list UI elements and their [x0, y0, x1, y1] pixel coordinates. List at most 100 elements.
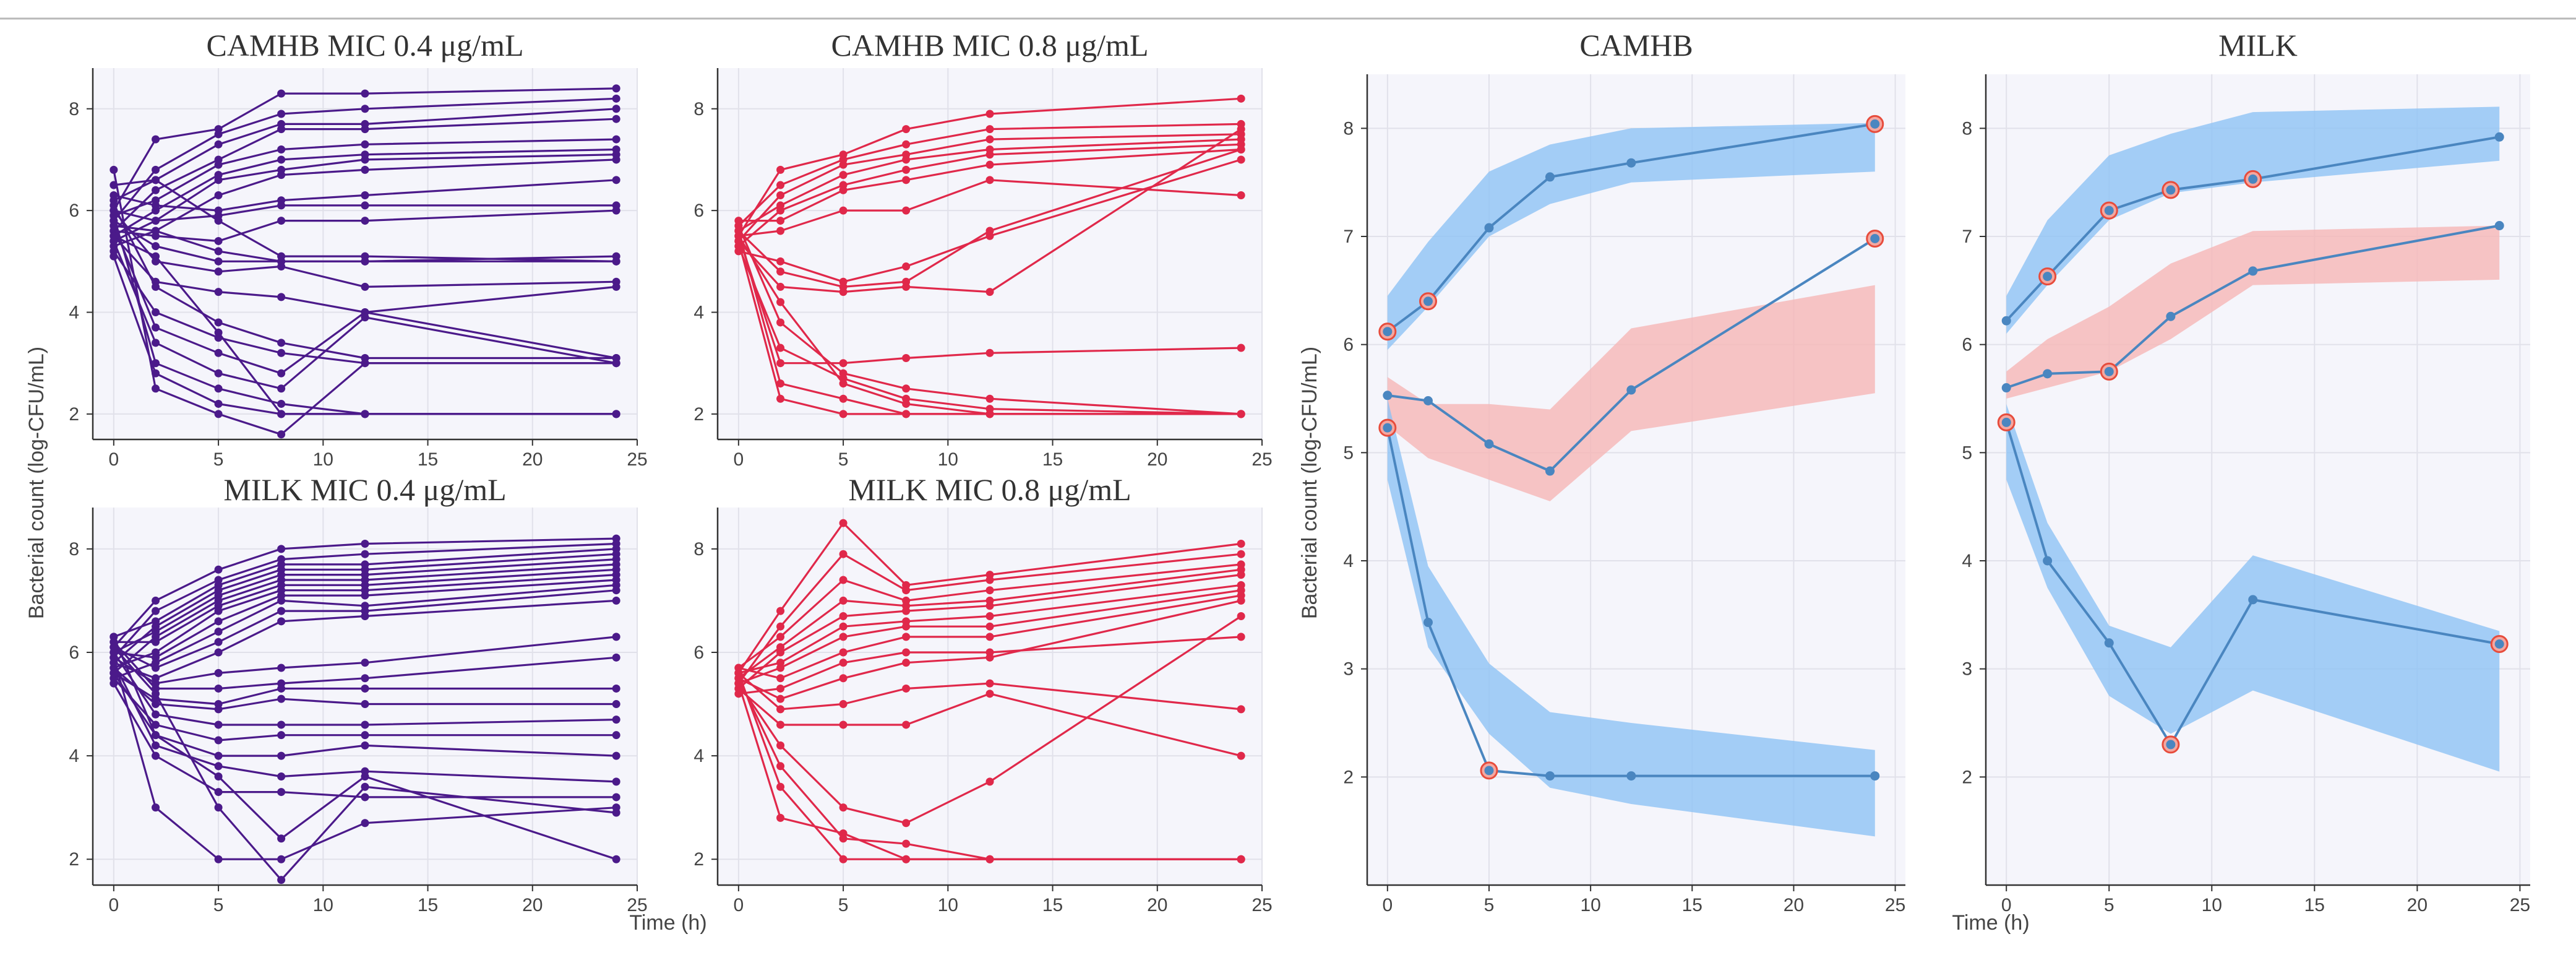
data-point [839, 410, 848, 418]
data-point [985, 777, 994, 786]
data-point [776, 720, 785, 729]
series-line [737, 235, 1242, 415]
data-point [152, 339, 160, 347]
series-line [737, 574, 1242, 690]
data-point [214, 751, 223, 760]
data-point [2494, 221, 2504, 231]
data-point [214, 762, 223, 771]
series-line [113, 657, 617, 860]
data-point [839, 596, 848, 605]
data-point [1237, 596, 1245, 605]
data-point [776, 359, 785, 368]
series-line [738, 584, 1242, 674]
data-point [152, 720, 160, 729]
data-point [776, 257, 785, 266]
chart-title: CAMHB MIC 0.8 μg/mL [831, 28, 1149, 63]
data-point [361, 772, 369, 781]
data-point [985, 586, 994, 595]
data-point [1237, 410, 1245, 418]
data-point [277, 855, 286, 863]
data-point [902, 607, 911, 615]
series-line [738, 636, 1242, 695]
data-point [839, 700, 848, 709]
series-line [113, 230, 617, 262]
data-point [612, 410, 620, 418]
series-r13 [734, 612, 1245, 828]
data-point [776, 318, 785, 327]
data-point [277, 348, 286, 357]
x-tick-label: 0 [734, 895, 744, 915]
data-point [214, 130, 223, 139]
data-point [839, 186, 848, 194]
data-point [839, 674, 848, 683]
data-point [1237, 571, 1245, 579]
series-line [113, 641, 617, 690]
data-point [152, 751, 160, 760]
data-point [1237, 155, 1245, 164]
x-tick-label: 25 [1252, 449, 1272, 470]
data-point [902, 176, 911, 184]
series-line [113, 158, 617, 232]
data-point [361, 720, 369, 729]
data-point [1237, 125, 1245, 134]
data-point [839, 648, 848, 657]
data-point [361, 782, 369, 791]
data-point [361, 550, 369, 558]
series-line [738, 599, 1242, 700]
series-r4 [109, 115, 620, 235]
data-point [2494, 132, 2504, 142]
data-point [839, 171, 848, 179]
data-point [902, 586, 911, 595]
x-tick-label: 15 [1682, 895, 1702, 915]
series-line [738, 148, 1242, 222]
series-r16 [734, 679, 1245, 863]
data-point [152, 176, 160, 184]
data-point [985, 855, 994, 863]
chart-title: MILK MIC 0.8 μg/mL [848, 472, 1131, 507]
series-line [113, 108, 617, 202]
data-point [612, 257, 620, 266]
data-point [839, 803, 848, 812]
data-point [277, 664, 286, 672]
series-line [738, 158, 1242, 283]
data-point [277, 252, 286, 261]
data-point [612, 135, 620, 144]
data-point [985, 288, 994, 296]
band-lower-band [1387, 399, 1875, 837]
data-point [985, 176, 994, 184]
series-line [1386, 427, 1875, 777]
data-point [152, 690, 160, 698]
data-point [152, 165, 160, 174]
data-point [612, 84, 620, 93]
data-point [839, 359, 848, 368]
data-point [214, 348, 223, 357]
data-point [612, 359, 620, 368]
data-point [1237, 550, 1245, 558]
data-point [277, 607, 286, 615]
data-point [612, 586, 620, 595]
data-point [1237, 705, 1245, 714]
data-point [152, 201, 160, 210]
series-upper-median [1378, 115, 1884, 341]
data-point [152, 607, 160, 615]
data-point [109, 191, 118, 199]
y-tick-label: 4 [1962, 551, 1972, 571]
data-point [612, 716, 620, 724]
data-point [776, 813, 785, 822]
series-line [113, 240, 617, 390]
data-point [902, 839, 911, 848]
series-line [738, 594, 1242, 680]
left-y-axis-label: Bacterial count (log-CFU/mL) [25, 347, 48, 619]
data-point [214, 369, 223, 378]
data-point [2248, 595, 2258, 605]
y-tick-label: 2 [69, 404, 79, 425]
series-middle-median [2001, 221, 2504, 393]
data-point [902, 125, 911, 134]
data-point [1484, 439, 1494, 449]
series-line [113, 179, 617, 262]
series-r8 [734, 591, 1245, 683]
x-tick-label: 5 [838, 449, 849, 470]
series-r22 [109, 165, 620, 439]
data-point [361, 217, 369, 225]
data-point [839, 622, 848, 631]
